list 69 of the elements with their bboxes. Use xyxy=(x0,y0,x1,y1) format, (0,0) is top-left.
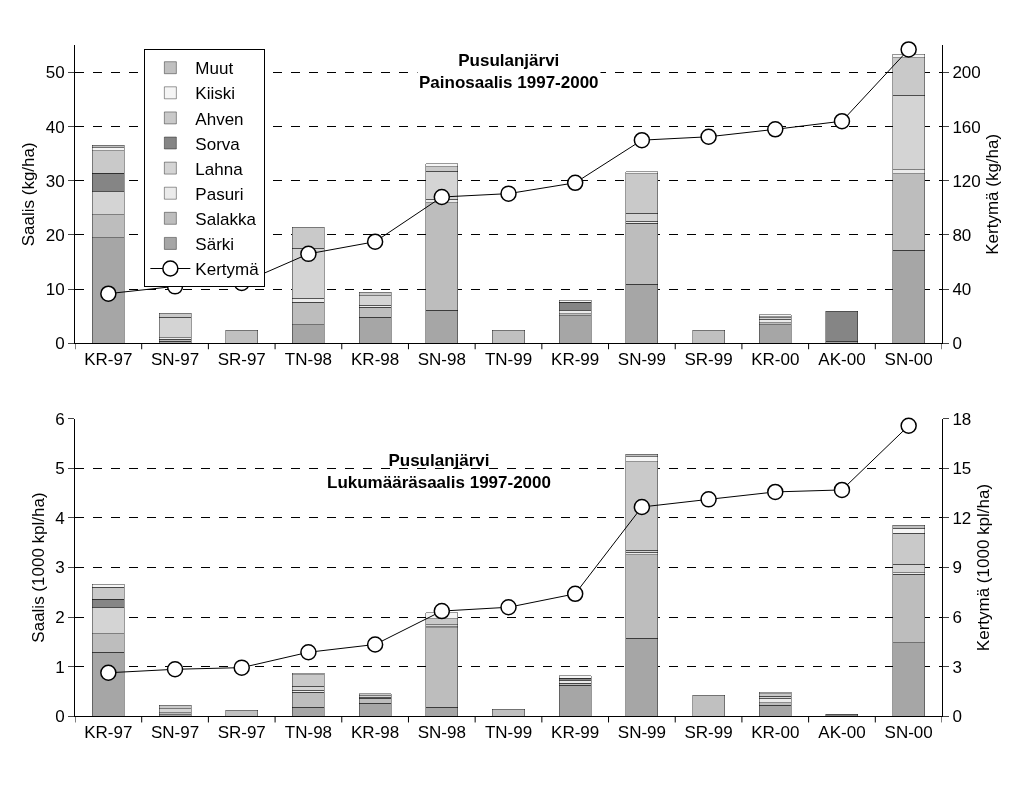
x-tick-label: AK-00 xyxy=(818,349,866,369)
y-tick-label: 20 xyxy=(45,225,65,245)
x-tick-label: TN-98 xyxy=(284,349,333,369)
y-tick-label: 0 xyxy=(55,707,65,727)
y-tick-label: 2 xyxy=(55,608,65,628)
x-tick-label: KR-00 xyxy=(751,722,800,742)
x-tick-label: SN-97 xyxy=(150,722,200,742)
legend-label: Ahven xyxy=(195,109,244,129)
legend-label: Salakka xyxy=(195,209,257,229)
y2-axis-title: Kertymä (kg/ha) xyxy=(983,133,1003,255)
x-tick-label: TN-98 xyxy=(284,722,333,742)
x-tick-label: KR-98 xyxy=(351,722,400,742)
y2-tick-label: 80 xyxy=(952,225,972,245)
x-tick-label: KR-99 xyxy=(551,349,600,369)
y2-tick-label: 0 xyxy=(952,334,962,354)
y-axis-title: Saalis (1000 kpl/ha) xyxy=(28,492,48,643)
y-tick-label: 6 xyxy=(55,409,65,429)
y2-tick-label: 0 xyxy=(952,707,962,727)
x-tick-label: TN-99 xyxy=(484,349,533,369)
y-tick-label: 3 xyxy=(55,558,65,578)
x-tick-label: AK-00 xyxy=(818,722,866,742)
x-tick-label: SR-97 xyxy=(217,722,266,742)
x-tick-label: KR-00 xyxy=(751,349,800,369)
text: Pusulanjärvi xyxy=(388,451,490,470)
y2-tick-label: 120 xyxy=(952,171,981,191)
x-tick-label: SR-99 xyxy=(684,722,733,742)
y-tick-label: 0 xyxy=(55,334,65,354)
x-tick-label: SN-99 xyxy=(617,722,666,742)
y2-tick-label: 9 xyxy=(952,558,962,578)
y2-tick-label: 18 xyxy=(952,409,972,429)
y2-tick-label: 160 xyxy=(952,117,981,137)
legend-label: Kertymä xyxy=(195,260,260,280)
y-axis-title: Saalis (kg/ha) xyxy=(19,142,39,247)
x-tick-label: KR-97 xyxy=(84,349,133,369)
y2-tick-label: 12 xyxy=(952,508,972,528)
y-tick-label: 40 xyxy=(45,117,65,137)
y2-tick-label: 6 xyxy=(952,608,962,628)
legend-label: Sorva xyxy=(195,134,241,154)
y-tick-label: 10 xyxy=(45,280,65,300)
x-tick-label: SN-98 xyxy=(417,349,466,369)
y-tick-label: 1 xyxy=(55,657,65,677)
y-tick-label: 5 xyxy=(55,459,65,479)
x-tick-label: SN-00 xyxy=(884,349,933,369)
x-tick-label: SR-97 xyxy=(217,349,266,369)
y2-tick-label: 3 xyxy=(952,657,962,677)
x-tick-label: SN-00 xyxy=(884,722,933,742)
y-tick-label: 50 xyxy=(45,63,65,83)
x-tick-label: SR-99 xyxy=(684,349,733,369)
y2-axis-title: Kertymä (1000 kpl/ha) xyxy=(973,483,993,652)
legend-label: Pasuri xyxy=(195,184,244,204)
y2-tick-label: 15 xyxy=(952,459,972,479)
x-tick-label: SN-97 xyxy=(150,349,200,369)
chart-title: Pusulanjärvi xyxy=(458,51,560,70)
legend-label: Lahna xyxy=(195,159,244,179)
y-tick-label: 4 xyxy=(55,508,65,528)
legend-label: Kiiski xyxy=(195,84,236,104)
legend-label: Särki xyxy=(195,235,235,255)
text: Lukumääräsaalis 1997-2000 xyxy=(327,473,551,493)
legend-label: Muut xyxy=(195,59,234,79)
x-tick-label: KR-97 xyxy=(84,722,133,742)
text: Painosaalis 1997-2000 xyxy=(419,73,599,93)
x-tick-label: KR-99 xyxy=(551,722,600,742)
y2-tick-label: 200 xyxy=(952,63,981,83)
x-tick-label: SN-99 xyxy=(617,349,666,369)
x-tick-label: KR-98 xyxy=(351,349,400,369)
x-tick-label: TN-99 xyxy=(484,722,533,742)
x-tick-label: SN-98 xyxy=(417,722,466,742)
y2-tick-label: 40 xyxy=(952,280,972,300)
y-tick-label: 30 xyxy=(45,171,65,191)
